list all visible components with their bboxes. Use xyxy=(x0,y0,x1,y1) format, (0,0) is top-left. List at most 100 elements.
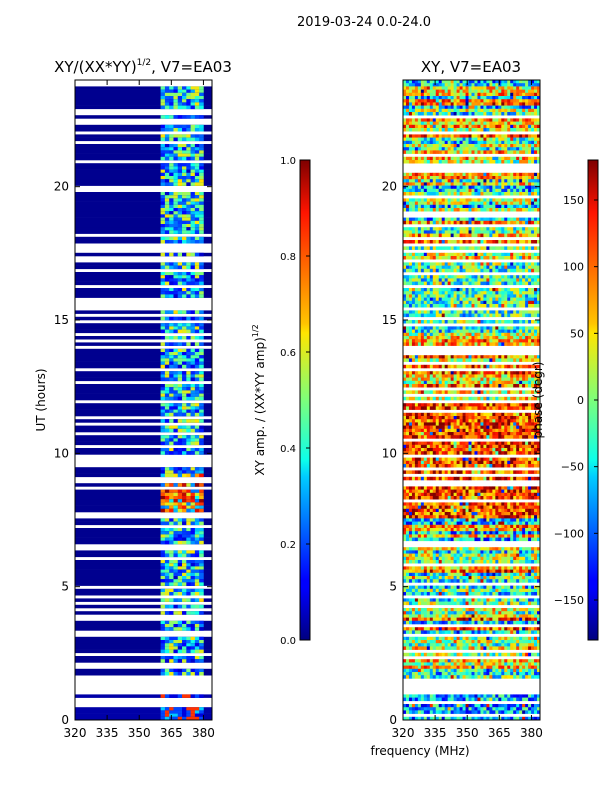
phase-cell xyxy=(414,371,419,375)
phase-cell xyxy=(522,227,526,231)
phase-cell xyxy=(447,396,451,401)
phase-cell xyxy=(462,374,466,378)
phase-cell xyxy=(528,147,532,151)
phase-cell xyxy=(468,124,472,129)
amplitude-cell xyxy=(173,592,179,596)
phase-cell xyxy=(522,268,526,273)
phase-cell xyxy=(498,275,502,279)
phase-cell xyxy=(492,364,496,369)
amplitude-cell xyxy=(173,569,179,574)
amplitude-cell xyxy=(182,236,187,241)
amplitude-cell xyxy=(164,441,170,446)
phase-cell xyxy=(426,291,431,295)
amplitude-row xyxy=(75,582,212,586)
phase-cell xyxy=(483,230,487,234)
phase-cell xyxy=(471,291,475,295)
phase-cell xyxy=(522,150,526,154)
phase-cell xyxy=(432,332,437,337)
amplitude-cell xyxy=(182,323,187,327)
phase-cell xyxy=(528,291,532,295)
phase-cell xyxy=(483,112,487,116)
phase-cell xyxy=(453,198,457,202)
phase-cell xyxy=(480,288,484,292)
phase-cell xyxy=(420,179,425,183)
amplitude-cell xyxy=(169,668,174,673)
amplitude-cell xyxy=(177,336,183,340)
phase-cell xyxy=(408,390,413,394)
amplitude-cell xyxy=(164,566,170,570)
amplitude-cell xyxy=(169,150,174,154)
phase-cell xyxy=(495,233,499,238)
phase-cell xyxy=(432,304,437,308)
amplitude-cell xyxy=(199,470,204,474)
phase-cell xyxy=(414,176,419,180)
phase-cell xyxy=(423,291,428,295)
amplitude-cell xyxy=(177,419,183,423)
amplitude-row xyxy=(75,428,212,433)
amplitude-cell xyxy=(186,115,191,119)
amplitude-cell xyxy=(164,636,170,641)
phase-cell xyxy=(453,246,457,250)
phase-cell xyxy=(537,332,541,337)
amplitude-cell xyxy=(177,710,183,714)
phase-cell xyxy=(462,246,466,250)
phase-cell xyxy=(534,294,538,298)
phase-cell xyxy=(471,134,475,138)
amplitude-row xyxy=(75,489,212,494)
phase-cell xyxy=(444,300,448,305)
phase-cell xyxy=(495,86,499,90)
phase-cell xyxy=(480,108,484,113)
phase-cell xyxy=(420,374,425,378)
phase-cell xyxy=(483,80,487,84)
phase-cell xyxy=(501,403,505,407)
phase-cell xyxy=(423,147,428,151)
phase-cell xyxy=(501,332,505,337)
phase-cell xyxy=(450,374,454,378)
phase-cell xyxy=(408,332,413,337)
phase-cell xyxy=(426,198,431,202)
phase-cell xyxy=(420,358,425,362)
phase-cell xyxy=(444,185,448,190)
phase-cell xyxy=(495,192,499,196)
phase-cell xyxy=(501,144,505,148)
phase-cell xyxy=(510,396,514,401)
amplitude-cell xyxy=(164,192,170,196)
amplitude-row xyxy=(75,163,212,167)
phase-cell xyxy=(516,396,520,401)
amplitude-cell xyxy=(194,566,200,570)
phase-cell xyxy=(462,342,466,346)
phase-cell xyxy=(504,102,508,106)
phase-cell xyxy=(438,403,443,407)
amplitude-cell xyxy=(164,451,170,455)
phase-cell xyxy=(489,332,493,337)
phase-cell xyxy=(462,83,466,87)
phase-cell xyxy=(489,265,493,270)
phase-cell xyxy=(525,262,529,266)
phase-cell xyxy=(489,179,493,183)
phase-cell xyxy=(414,233,419,238)
phase-cell xyxy=(465,371,469,375)
phase-cell xyxy=(474,83,478,87)
amplitude-cell xyxy=(186,604,191,609)
amplitude-cell xyxy=(194,115,200,119)
phase-cell xyxy=(462,326,466,330)
amplitude-cell xyxy=(173,182,179,186)
phase-cell xyxy=(477,246,481,250)
amplitude-row xyxy=(75,518,212,522)
phase-cell xyxy=(492,406,496,410)
phase-cell xyxy=(435,332,440,337)
phase-cell xyxy=(528,198,532,202)
phase-cell xyxy=(492,326,496,330)
phase-cell xyxy=(465,297,469,302)
phase-cell xyxy=(438,342,443,346)
phase-cell xyxy=(525,217,529,222)
amplitude-cell xyxy=(164,230,170,234)
amplitude-cell xyxy=(177,620,183,625)
phase-cell xyxy=(465,121,469,126)
phase-cell xyxy=(420,240,425,244)
amplitude-cell xyxy=(199,310,204,314)
phase-cell xyxy=(483,220,487,225)
phase-cell xyxy=(429,374,434,378)
phase-cell xyxy=(459,220,463,225)
amplitude-cell xyxy=(199,89,204,94)
